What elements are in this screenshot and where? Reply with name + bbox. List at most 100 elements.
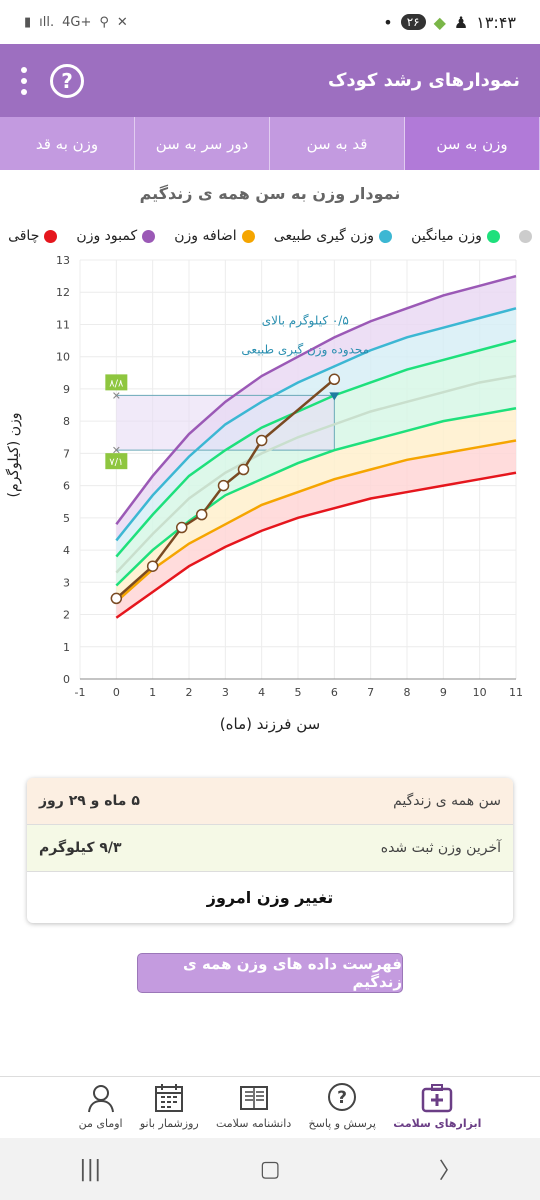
child-weight-point (175, 521, 188, 534)
y-tick-label: 5 (63, 512, 70, 525)
x-tick-label: 10 (473, 686, 487, 699)
marker-x-icon: ✕ (112, 389, 121, 402)
tab-label: وزن به قد (35, 134, 99, 153)
y-tick-label: 8 (63, 415, 70, 428)
range-band (116, 440, 516, 618)
legend-obesity: چاقی (8, 228, 58, 244)
nav-label: اومای من (78, 1117, 123, 1130)
nav-label: دانشنامه سلامت (215, 1117, 292, 1130)
recent-apps-icon[interactable]: ||| (79, 1156, 102, 1182)
child-weight-point (146, 560, 159, 572)
reference-curve (115, 307, 517, 542)
marker-lower-text: ۷/۱ (109, 457, 123, 468)
bottom-nav: ابزارهای سلامت ? پرسش و پاسخ دانشنامه سل… (0, 1076, 540, 1138)
tab-label: قد به سن (306, 134, 368, 153)
range-band (116, 276, 516, 541)
legend-dot (241, 229, 255, 243)
reference-curve (115, 274, 517, 526)
y-tick-label: 2 (63, 609, 70, 622)
child-weight-point (255, 434, 268, 447)
child-weight-point (195, 508, 208, 521)
weight-list-button[interactable]: فهرست داده های وزن همه ی زندگیم (137, 953, 403, 993)
status-bar: ▮ ıll. 4G+ ⚲ ✕ • ۲۶ ◆ ♟ ۱۳:۴۳ (0, 0, 540, 44)
x-tick-label: 6 (331, 686, 338, 699)
more-options-icon[interactable] (20, 66, 28, 95)
nav-label: روزشمار بانو (139, 1117, 199, 1130)
status-left-icons: ▮ ıll. 4G+ ⚲ ✕ (24, 15, 128, 30)
tab-weight-for-age[interactable]: وزن به سن (405, 117, 540, 170)
tab-label: دور سر به سن (155, 134, 249, 153)
chart-tabs: وزن به سن قد به سن دور سر به سن وزن به ق… (0, 117, 540, 170)
legend-dot (142, 229, 156, 243)
reference-curve (115, 439, 517, 603)
legend-average: وزن میانگین (411, 228, 500, 244)
battery-icon: ▮ (24, 14, 32, 30)
nav-health-tools[interactable]: ابزارهای سلامت (393, 1077, 481, 1138)
annotation-line-1: ۰/۵ کیلوگرم بالای (262, 313, 349, 328)
reference-curve (115, 374, 517, 574)
y-tick-label: 7 (63, 447, 70, 460)
summary-card: سن همه ی زندگیم ۵ ماه و ۲۹ روز آخرین وزن… (27, 778, 513, 923)
x-tick-label: 2 (186, 686, 193, 699)
home-icon[interactable]: ▢ (259, 1156, 281, 1182)
child-weight-point (217, 479, 230, 492)
profile-icon (87, 1085, 114, 1113)
age-row: سن همه ی زندگیم ۵ ماه و ۲۹ روز (27, 778, 513, 825)
dot-icon: • (383, 12, 393, 32)
legend-label: وزن گیری طبیعی (273, 228, 375, 244)
nav-profile[interactable]: اومای من (79, 1077, 123, 1138)
status-right-icons: • ۲۶ ◆ ♟ ۱۳:۴۳ (383, 13, 516, 32)
reference-curve (115, 339, 517, 558)
network-icon: 4G+ (62, 14, 92, 30)
legend-label: چاقی (8, 228, 40, 244)
legend-dot (44, 229, 58, 243)
tab-height-for-age[interactable]: قد به سن (270, 117, 405, 170)
y-tick-label: 13 (56, 254, 70, 267)
nav-encyclopedia[interactable]: دانشنامه سلامت (216, 1077, 291, 1138)
x-tick-label: 1 (149, 686, 156, 699)
marker-upper-badge (105, 374, 128, 391)
age-value: ۵ ماه و ۲۹ روز (39, 793, 140, 809)
y-tick-label: 10 (56, 351, 70, 364)
x-tick-label: 5 (295, 686, 302, 699)
x-tick-label: -1 (75, 686, 86, 699)
tab-head-circumference[interactable]: دور سر به سن (135, 117, 270, 170)
y-tick-label: 1 (63, 641, 70, 654)
calendar-icon (155, 1084, 184, 1112)
legend-label: اضافه وزن (174, 228, 237, 244)
status-time: ۱۳:۴۳ (476, 12, 516, 32)
chart-title: نمودار وزن به سن همه ی زندگیم (139, 184, 401, 203)
y-tick-label: 11 (56, 318, 70, 331)
child-weight-point (237, 463, 250, 476)
page-title: نمودارهای رشد کودک (327, 70, 520, 91)
nav-qa[interactable]: ? پرسش و پاسخ (309, 1077, 376, 1138)
nav-calendar[interactable]: روزشمار بانو (140, 1077, 199, 1138)
location-icon: ⚲ (99, 14, 109, 30)
y-tick-label: 4 (63, 544, 70, 557)
y-tick-label: 12 (56, 286, 70, 299)
tab-label: وزن به سن (436, 134, 508, 153)
y-tick-label: 3 (63, 576, 70, 589)
notification-count-badge: ۲۶ (400, 14, 426, 30)
x-tick-label: 11 (509, 686, 523, 699)
signal-icon: ıll. (39, 14, 55, 30)
first-aid-icon (422, 1084, 453, 1113)
highlight-band (116, 395, 335, 451)
legend-label: کمبود وزن (76, 228, 138, 244)
y-tick-label: 0 (63, 673, 70, 686)
help-button[interactable]: ? (50, 63, 84, 98)
annotation-line-2: محدوده وزن گیری طبیعی (241, 342, 369, 357)
child-weight-point (110, 592, 123, 605)
legend-dot (519, 229, 532, 243)
tab-weight-for-height[interactable]: وزن به قد (0, 117, 135, 170)
last-weight-row: آخرین وزن ثبت شده ۹/۳ کیلوگرم (27, 825, 513, 872)
app-bar-actions: ? (20, 63, 84, 98)
x-tick-label: 0 (113, 686, 120, 699)
range-band (116, 408, 516, 602)
back-icon[interactable]: 〉 (438, 1159, 461, 1184)
x-tick-label: 4 (258, 686, 265, 699)
legend-label: وزن میانگین (411, 228, 482, 244)
y-tick-label: 6 (63, 480, 70, 493)
legend-underweight: کمبود وزن (76, 228, 156, 244)
change-weight-button[interactable]: تغییر وزن امروز (206, 888, 334, 907)
